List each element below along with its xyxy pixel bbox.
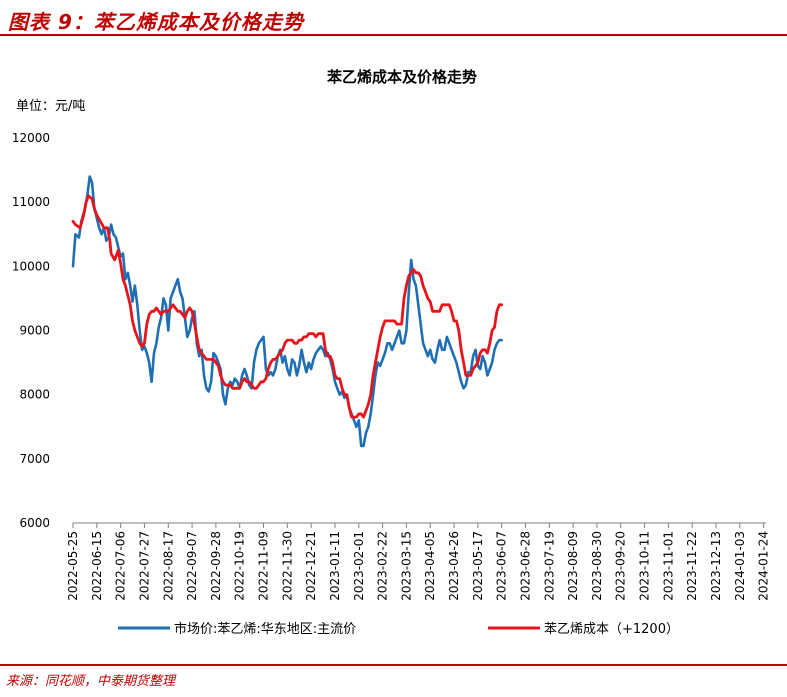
- x-tick-label: 2022-09-28: [209, 531, 223, 601]
- x-tick-label: 2023-02-01: [352, 531, 366, 601]
- x-tick-label: 2022-05-25: [66, 531, 80, 601]
- x-tick-label: 2022-09-07: [185, 531, 199, 601]
- x-tick-label: 2023-10-11: [638, 531, 652, 601]
- x-tick-label: 2023-05-17: [471, 531, 485, 601]
- legend-label-cost: 苯乙烯成本（+1200）: [544, 622, 679, 637]
- x-tick-label: 2023-11-01: [661, 531, 675, 601]
- legend-label-market: 市场价:苯乙烯:华东地区:主流价: [174, 621, 356, 637]
- x-tick-label: 2024-01-24: [757, 531, 771, 601]
- x-tick-label: 2023-02-22: [376, 531, 390, 601]
- x-tick-label: 2022-08-17: [161, 531, 175, 601]
- x-tick-label: 2023-11-22: [685, 531, 699, 601]
- x-tick-label: 2023-03-15: [399, 531, 413, 601]
- x-tick-label: 2022-06-15: [90, 531, 104, 601]
- x-tick-label: 2023-04-26: [447, 531, 461, 601]
- y-tick-label: 11000: [12, 195, 50, 209]
- x-tick-label: 2022-12-21: [304, 531, 318, 601]
- x-tick-label: 2022-07-06: [114, 531, 128, 601]
- chart-title: 苯乙烯成本及价格走势: [326, 68, 477, 86]
- top-rule: [0, 34, 787, 36]
- x-tick-label: 2023-08-09: [566, 531, 580, 601]
- y-tick-label: 12000: [12, 131, 50, 145]
- series-line-cost: [71, 194, 504, 419]
- legend: 市场价:苯乙烯:华东地区:主流价 苯乙烯成本（+1200）: [118, 621, 679, 637]
- x-tick-label: 2023-06-28: [518, 531, 532, 601]
- series-line-market-price: [71, 175, 504, 448]
- x-tick-label: 2022-11-09: [257, 531, 271, 601]
- series-lines: [71, 175, 504, 448]
- x-tick-label: 2023-07-19: [542, 531, 556, 601]
- x-tick-label: 2023-01-11: [328, 531, 342, 601]
- bottom-rule: [0, 664, 787, 666]
- x-tick-label: 2022-11-30: [280, 531, 294, 601]
- y-axis: 12000 11000 10000 9000 8000 7000 6000: [12, 131, 50, 530]
- x-tick-label: 2023-09-20: [614, 531, 628, 601]
- x-tick-label: 2023-12-13: [709, 531, 723, 601]
- x-tick-label: 2022-07-27: [137, 531, 151, 601]
- x-tick-label: 2023-06-07: [495, 531, 509, 601]
- x-tick-label: 2023-08-30: [590, 531, 604, 601]
- x-tick-label: 2023-04-05: [423, 531, 437, 601]
- x-axis: 2022-05-25 2022-06-15 2022-07-06 2022-07-27…: [66, 522, 771, 601]
- y-tick-label: 6000: [19, 516, 50, 530]
- x-tick-label: 2022-10-19: [233, 531, 247, 601]
- source-note: 来源：同花顺，中泰期货整理: [6, 674, 176, 689]
- y-tick-label: 8000: [19, 388, 50, 402]
- figure-title: 图表 9：苯乙烯成本及价格走势: [8, 10, 304, 34]
- y-tick-label: 9000: [19, 324, 50, 338]
- unit-label: 单位：元/吨: [16, 99, 85, 114]
- x-tick-label: 2024-01-03: [733, 531, 747, 601]
- y-tick-label: 10000: [12, 259, 50, 273]
- y-tick-label: 7000: [19, 452, 50, 466]
